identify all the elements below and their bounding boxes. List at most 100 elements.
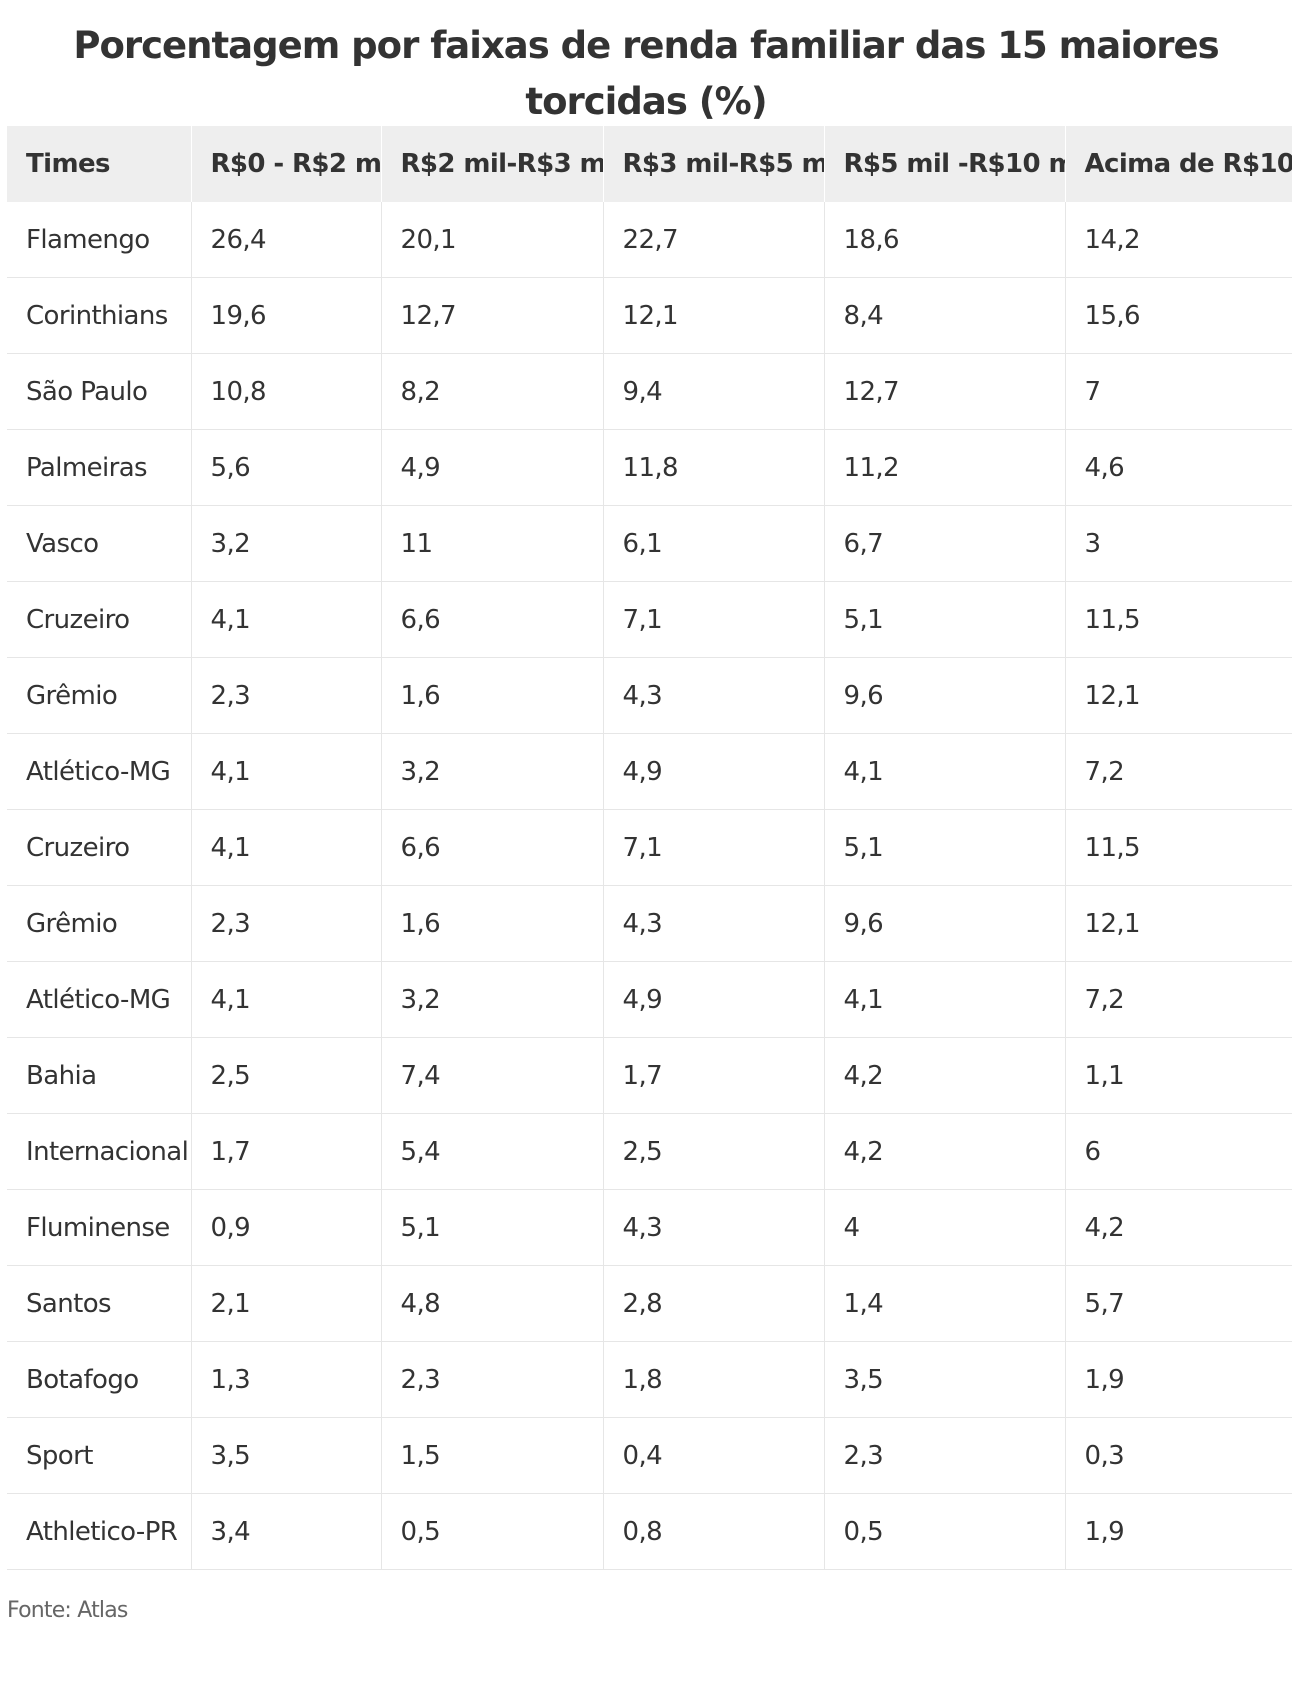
value-cell: 8,4 [823,277,1065,354]
value-cell: 4,6 [1064,429,1292,506]
value-cell: 5,7 [1064,1265,1292,1342]
value-cell: 11,5 [1064,581,1292,658]
value-cell: 1,6 [380,657,603,734]
value-cell: 12,1 [1064,885,1292,962]
table-row: Internacional 1,7 5,4 2,5 4,2 6 [7,1113,1292,1190]
value-cell: 15,6 [1064,277,1292,354]
table-header-row: Times R$0 - R$2 mil R$2 mil-R$3 mil R$3 mil… [7,126,1292,202]
value-cell: 12,1 [1064,657,1292,734]
value-cell: 2,5 [602,1113,824,1190]
value-cell: 0,5 [380,1493,603,1570]
value-cell: 7,1 [602,809,824,886]
value-cell: 14,2 [1064,202,1292,278]
column-header: Acima de R$10 mil [1064,126,1292,202]
value-cell: 0,5 [823,1493,1065,1570]
team-name-cell: Bahia [7,1037,191,1114]
value-cell: 4,3 [602,885,824,962]
value-cell: 6,6 [380,581,603,658]
value-cell: 4,2 [1064,1189,1292,1266]
value-cell: 9,4 [602,353,824,430]
value-cell: 7,4 [380,1037,603,1114]
value-cell: 11 [380,505,603,582]
table-body: Flamengo 26,4 20,1 22,7 18,6 14,2 Corinthians 1… [7,202,1292,1570]
team-name-cell: Grêmio [7,885,191,962]
value-cell: 4,1 [190,581,381,658]
value-cell: 5,4 [380,1113,603,1190]
column-header: Times [7,126,191,202]
value-cell: 1,7 [190,1113,381,1190]
value-cell: 6 [1064,1113,1292,1190]
value-cell: 11,5 [1064,809,1292,886]
value-cell: 1,9 [1064,1341,1292,1418]
value-cell: 3,2 [380,961,603,1038]
team-name-cell: Palmeiras [7,429,191,506]
value-cell: 6,1 [602,505,824,582]
value-cell: 4,9 [380,429,603,506]
value-cell: 2,8 [602,1265,824,1342]
value-cell: 10,8 [190,353,381,430]
value-cell: 4,1 [190,961,381,1038]
value-cell: 9,6 [823,885,1065,962]
table-row: Cruzeiro 4,1 6,6 7,1 5,1 11,5 [7,581,1292,658]
table-row: Bahia 2,5 7,4 1,7 4,2 1,1 [7,1037,1292,1114]
value-cell: 5,1 [823,581,1065,658]
team-name-cell: Flamengo [7,202,191,278]
value-cell: 26,4 [190,202,381,278]
value-cell: 8,2 [380,353,603,430]
value-cell: 1,9 [1064,1493,1292,1570]
team-name-cell: Grêmio [7,657,191,734]
value-cell: 3 [1064,505,1292,582]
value-cell: 2,1 [190,1265,381,1342]
data-table: Times R$0 - R$2 mil R$2 mil-R$3 mil R$3 mil… [7,126,1292,1570]
value-cell: 7,2 [1064,961,1292,1038]
value-cell: 4,2 [823,1113,1065,1190]
table-row: Sport 3,5 1,5 0,4 2,3 0,3 [7,1417,1292,1494]
column-header: R$5 mil -R$10 mil [823,126,1065,202]
value-cell: 4,8 [380,1265,603,1342]
team-name-cell: Santos [7,1265,191,1342]
value-cell: 0,3 [1064,1417,1292,1494]
value-cell: 19,6 [190,277,381,354]
team-name-cell: Botafogo [7,1341,191,1418]
value-cell: 0,4 [602,1417,824,1494]
value-cell: 2,3 [190,657,381,734]
value-cell: 4 [823,1189,1065,1266]
column-header: R$0 - R$2 mil [190,126,381,202]
value-cell: 5,1 [823,809,1065,886]
value-cell: 4,1 [823,733,1065,810]
table-row: Atlético-MG 4,1 3,2 4,9 4,1 7,2 [7,733,1292,810]
value-cell: 22,7 [602,202,824,278]
team-name-cell: Cruzeiro [7,809,191,886]
chart-title-line-1: Porcentagem por faixas de renda familiar… [73,24,1219,67]
column-header: R$3 mil-R$5 mil [602,126,824,202]
data-table-container: Times R$0 - R$2 mil R$2 mil-R$3 mil R$3 mil… [7,126,1292,1570]
value-cell: 5,1 [380,1189,603,1266]
team-name-cell: Corinthians [7,277,191,354]
value-cell: 3,5 [823,1341,1065,1418]
value-cell: 3,2 [380,733,603,810]
value-cell: 0,8 [602,1493,824,1570]
value-cell: 4,3 [602,1189,824,1266]
team-name-cell: Atlético-MG [7,961,191,1038]
team-name-cell: Athletico-PR [7,1493,191,1570]
table-row: Athletico-PR 3,4 0,5 0,8 0,5 1,9 [7,1493,1292,1570]
value-cell: 1,7 [602,1037,824,1114]
source-note: Fonte: Atlas [7,1598,128,1623]
value-cell: 2,3 [823,1417,1065,1494]
value-cell: 6,7 [823,505,1065,582]
value-cell: 1,5 [380,1417,603,1494]
table-row: Corinthians 19,6 12,7 12,1 8,4 15,6 [7,277,1292,354]
table-header: Times R$0 - R$2 mil R$2 mil-R$3 mil R$3 mil… [7,126,1292,202]
table-row: Palmeiras 5,6 4,9 11,8 11,2 4,6 [7,429,1292,506]
value-cell: 12,7 [823,353,1065,430]
value-cell: 4,3 [602,657,824,734]
value-cell: 12,7 [380,277,603,354]
value-cell: 12,1 [602,277,824,354]
value-cell: 4,9 [602,961,824,1038]
table-row: Grêmio 2,3 1,6 4,3 9,6 12,1 [7,657,1292,734]
value-cell: 1,1 [1064,1037,1292,1114]
table-row: Grêmio 2,3 1,6 4,3 9,6 12,1 [7,885,1292,962]
table-row: Vasco 3,2 11 6,1 6,7 3 [7,505,1292,582]
table-row: Atlético-MG 4,1 3,2 4,9 4,1 7,2 [7,961,1292,1038]
team-name-cell: Fluminense [7,1189,191,1266]
